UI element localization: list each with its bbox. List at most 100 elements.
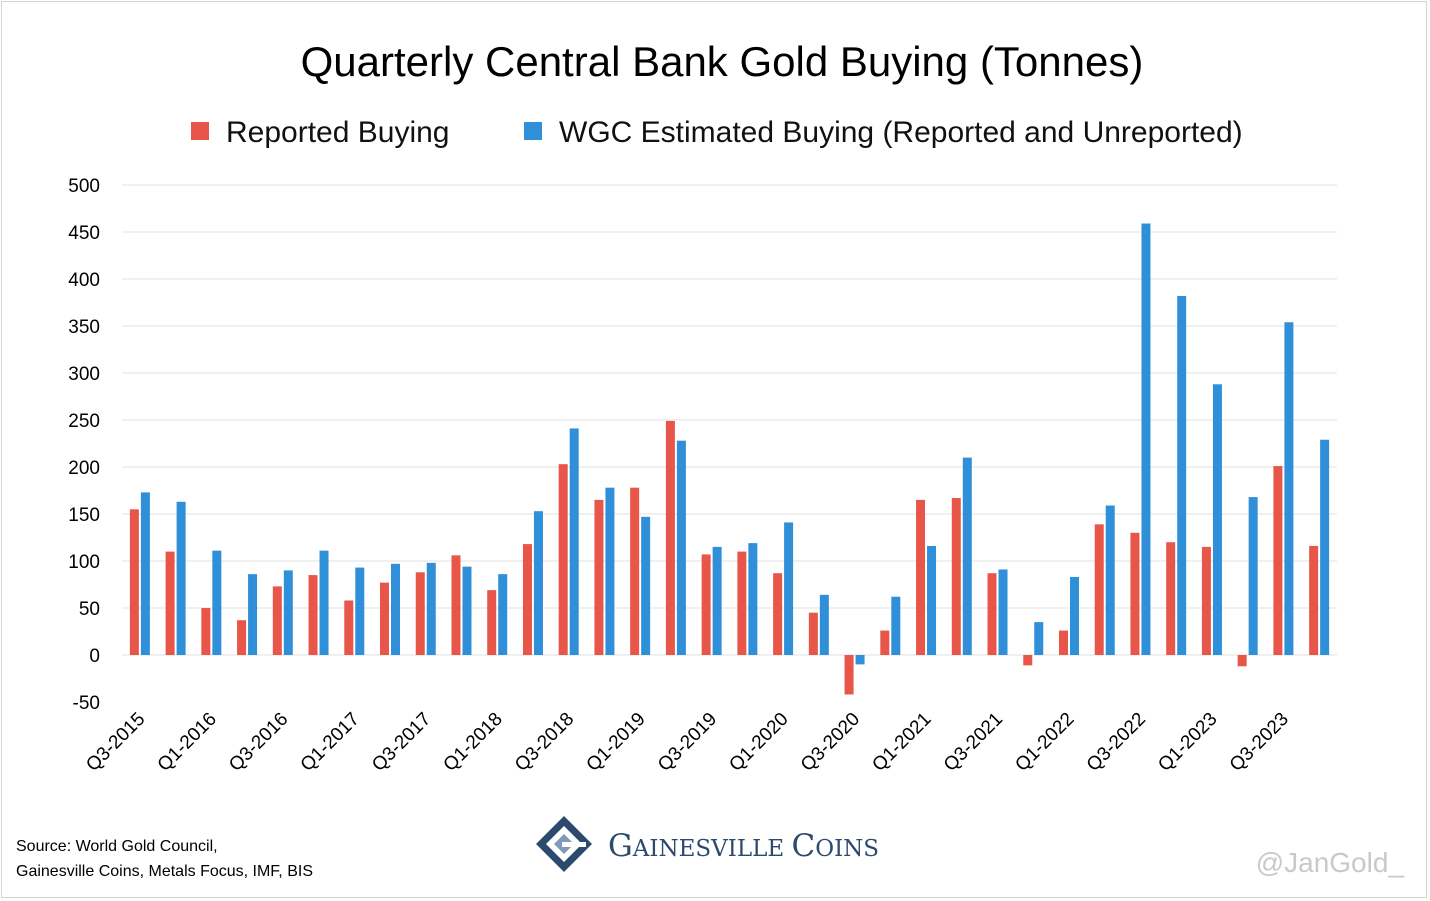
bar-reported-q2-2021 xyxy=(951,498,961,655)
y-tick-label: 200 xyxy=(68,458,100,479)
x-tick-label: Q1-2018 xyxy=(440,709,507,776)
gainesville-coins-emblem xyxy=(536,816,592,872)
legend-label-wgc: WGC Estimated Buying (Reported and Unrep… xyxy=(559,116,1243,149)
bar-wgc-q1-2023 xyxy=(1212,384,1222,655)
x-axis-ticks: Q3-2015 Q1-2016 Q3-2016 Q1-2017 Q3-2017 Q1-20… xyxy=(82,709,1293,776)
x-tick-label: Q1-2019 xyxy=(583,709,650,776)
bar-reported-q1-2020 xyxy=(773,573,783,655)
bar-reported-q2-2022 xyxy=(1094,524,1104,655)
bar-wgc-q3-2023 xyxy=(1284,322,1294,655)
watermark: @JanGold_ xyxy=(1256,847,1405,878)
x-tick-label: Q3-2019 xyxy=(654,709,721,776)
bar-reported-q2-2017 xyxy=(380,582,390,655)
bar-wgc-q4-2023 xyxy=(1320,439,1330,655)
source-line-1: Source: World Gold Council, xyxy=(16,838,218,855)
bar-reported-q2-2023 xyxy=(1237,655,1247,667)
bar-wgc-q1-2021 xyxy=(927,545,937,655)
y-tick-label: 500 xyxy=(68,176,100,197)
x-tick-label: Q1-2016 xyxy=(154,709,221,776)
bar-reported-q1-2018 xyxy=(487,590,497,655)
bar-reported-q4-2023 xyxy=(1309,545,1319,655)
bar-wgc-q4-2022 xyxy=(1177,295,1187,655)
bar-wgc-q4-2019 xyxy=(748,543,758,655)
source-line-2: Gainesville Coins, Metals Focus, IMF, BI… xyxy=(16,863,313,880)
x-tick-label: Q3-2016 xyxy=(225,709,292,776)
y-tick-label: 50 xyxy=(79,599,100,620)
y-tick-label: 150 xyxy=(68,505,100,526)
bar-reported-q4-2016 xyxy=(308,575,318,655)
bar-wgc-q2-2021 xyxy=(962,457,972,655)
x-tick-label: Q1-2023 xyxy=(1154,709,1221,776)
bar-reported-q2-2018 xyxy=(522,544,532,655)
x-tick-label: Q3-2018 xyxy=(511,709,578,776)
bar-reported-q3-2019 xyxy=(701,554,711,655)
bar-reported-q4-2022 xyxy=(1166,542,1176,655)
bar-wgc-q4-2016 xyxy=(319,550,329,655)
bar-reported-q1-2023 xyxy=(1201,546,1211,655)
bar-reported-q3-2016 xyxy=(272,586,282,655)
bar-wgc-q3-2018 xyxy=(569,428,579,655)
y-tick-label: 0 xyxy=(89,646,100,667)
bar-reported-q4-2018 xyxy=(594,499,604,655)
bar-wgc-q4-2015 xyxy=(176,501,186,655)
bar-wgc-q4-2020 xyxy=(891,596,901,655)
bar-wgc-q3-2019 xyxy=(712,546,722,655)
bar-reported-q3-2015 xyxy=(129,509,139,655)
bar-reported-q2-2019 xyxy=(665,420,675,655)
chart-title: Quarterly Central Bank Gold Buying (Tonn… xyxy=(301,38,1144,85)
legend-swatch-reported xyxy=(191,122,209,140)
y-tick-label: 100 xyxy=(68,552,100,573)
brand-name: GAINESVILLE COINS xyxy=(608,828,879,864)
y-tick-label: 450 xyxy=(68,223,100,244)
bar-reported-q3-2018 xyxy=(558,464,568,655)
bar-wgc-q2-2017 xyxy=(391,563,401,655)
x-tick-label: Q3-2022 xyxy=(1083,709,1150,776)
bar-wgc-q3-2022 xyxy=(1141,223,1151,656)
bar-wgc-q2-2023 xyxy=(1248,497,1258,655)
bar-wgc-q3-2020 xyxy=(855,655,865,665)
bar-reported-q4-2021 xyxy=(1023,655,1033,666)
bar-reported-q1-2016 xyxy=(201,608,211,655)
bar-reported-q3-2023 xyxy=(1273,466,1283,655)
bar-wgc-q1-2020 xyxy=(784,522,794,655)
y-tick-label: 400 xyxy=(68,270,100,291)
bar-reported-q4-2020 xyxy=(880,630,890,655)
bar-wgc-q1-2019 xyxy=(641,516,651,655)
bar-wgc-q3-2021 xyxy=(998,569,1008,655)
bar-reported-q2-2020 xyxy=(808,612,818,655)
x-tick-label: Q3-2023 xyxy=(1226,709,1293,776)
bar-reported-q3-2022 xyxy=(1130,532,1140,655)
bar-wgc-q2-2019 xyxy=(676,440,686,655)
x-tick-label: Q3-2021 xyxy=(940,709,1007,776)
bar-reported-q3-2017 xyxy=(415,572,425,655)
bar-reported-q1-2017 xyxy=(344,600,354,655)
x-tick-label: Q1-2022 xyxy=(1011,709,1078,776)
x-tick-label: Q1-2017 xyxy=(297,709,364,776)
x-tick-label: Q1-2021 xyxy=(868,709,935,776)
legend-swatch-wgc xyxy=(524,122,542,140)
bar-reported-q2-2016 xyxy=(237,620,247,655)
bars xyxy=(129,223,1330,695)
x-tick-label: Q3-2017 xyxy=(368,709,435,776)
x-tick-label: Q1-2020 xyxy=(725,709,792,776)
bar-wgc-q4-2021 xyxy=(1034,622,1044,655)
legend: Reported Buying WGC Estimated Buying (Re… xyxy=(191,116,1243,149)
bar-wgc-q3-2017 xyxy=(426,562,436,655)
bar-reported-q1-2022 xyxy=(1058,630,1068,655)
x-tick-label: Q3-2015 xyxy=(82,709,149,776)
y-tick-label: 250 xyxy=(68,411,100,432)
bar-wgc-q4-2018 xyxy=(605,487,615,655)
bar-wgc-q3-2016 xyxy=(283,570,293,655)
bar-wgc-q1-2016 xyxy=(212,550,222,655)
bar-reported-q3-2020 xyxy=(844,655,854,695)
bar-wgc-q2-2020 xyxy=(819,594,829,655)
bar-reported-q1-2019 xyxy=(630,487,640,655)
bar-wgc-q4-2017 xyxy=(462,566,472,655)
bar-wgc-q2-2016 xyxy=(248,574,258,655)
y-tick-label: 350 xyxy=(68,317,100,338)
bar-reported-q1-2021 xyxy=(916,499,926,655)
bar-reported-q4-2017 xyxy=(451,555,461,655)
bar-reported-q4-2019 xyxy=(737,551,747,655)
bar-wgc-q3-2015 xyxy=(140,492,150,655)
